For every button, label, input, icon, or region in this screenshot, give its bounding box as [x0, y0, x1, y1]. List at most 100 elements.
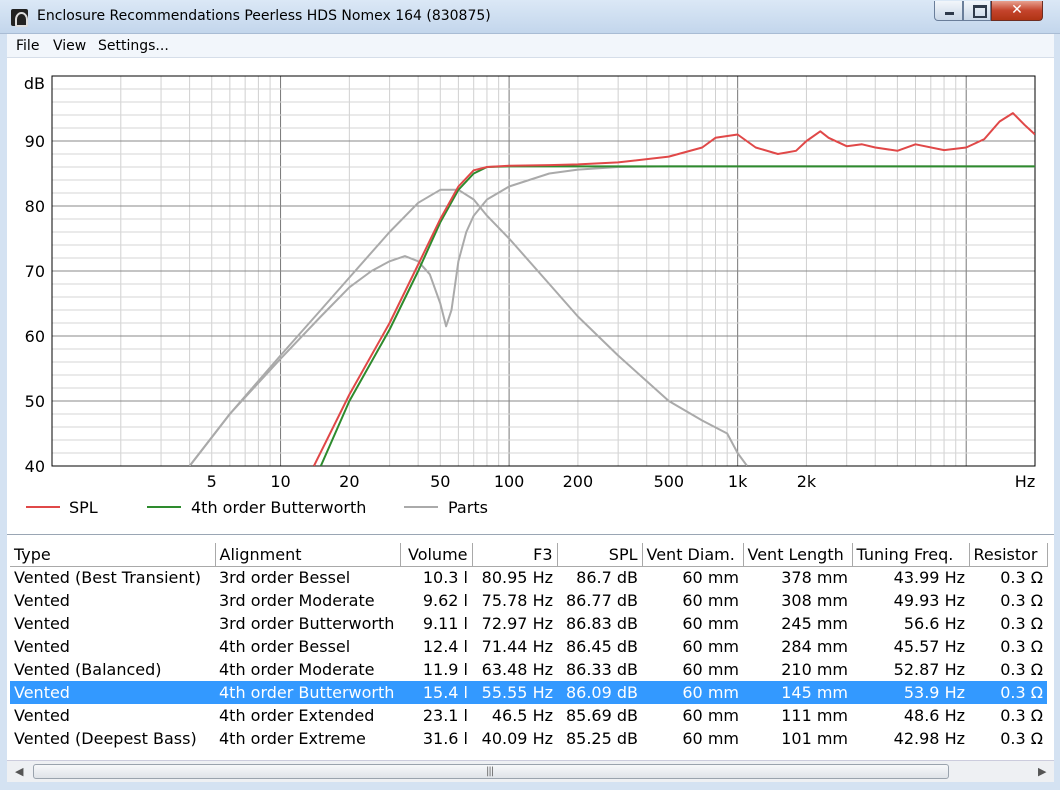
table-row[interactable]: Vented 4th order Butterworth 15.4 l 55.55 H…: [10, 681, 1047, 704]
table-cell: 4th order Extreme: [219, 729, 366, 748]
menu-view[interactable]: View: [53, 38, 87, 54]
table-cell: 10.3 l: [422, 568, 468, 588]
table-header-row: Type Alignment Volume F3 SPL Vent Diam. …: [10, 543, 1048, 567]
menu-bar: File View Settings...: [7, 34, 1054, 58]
legend-label-parts: Parts: [448, 498, 488, 517]
legend-swatch-butterworth: [147, 506, 181, 508]
y-tick-label: 70: [25, 262, 45, 281]
table-cell: 86.45 dB: [565, 637, 638, 656]
x-tick-label: 500: [654, 472, 685, 491]
x-tick-label: 5: [207, 472, 217, 491]
y-tick-label: 60: [25, 327, 45, 346]
close-icon: ✕: [1011, 2, 1023, 18]
x-tick-label: 10: [270, 472, 290, 491]
table-row[interactable]: Vented 3rd order Butterworth 9.11 l 72.97 H…: [10, 612, 1047, 635]
table-cell: 0.3 Ω: [1000, 637, 1043, 656]
maximize-button[interactable]: [963, 1, 991, 21]
table-cell: Vented: [14, 637, 70, 656]
table-cell: 31.6 l: [422, 729, 468, 748]
table-cell: 60 mm: [682, 591, 739, 610]
scroll-right-arrow-icon[interactable]: ▶: [1038, 765, 1047, 778]
table-cell: Vented (Best Transient): [14, 568, 202, 588]
table-cell: Vented: [14, 706, 70, 725]
x-tick-label: 1k: [728, 472, 748, 491]
col-header-spl[interactable]: SPL: [557, 543, 643, 567]
col-header-vent-length[interactable]: Vent Length: [743, 543, 853, 567]
table-cell: 60 mm: [682, 729, 739, 748]
table-cell: Vented (Deepest Bass): [14, 729, 197, 748]
table-cell: 0.3 Ω: [1000, 568, 1043, 588]
table-body: Vented (Best Transient) 3rd order Bessel 1…: [10, 566, 1047, 750]
x-tick-label: 2k: [797, 472, 817, 491]
scrollbar-thumb[interactable]: |||: [33, 764, 949, 779]
minimize-button[interactable]: [934, 1, 963, 21]
table-cell: 245 mm: [781, 614, 848, 633]
table-cell: 86.7 dB: [576, 568, 638, 588]
table-cell: 0.3 Ω: [1000, 591, 1043, 610]
table-cell: 11.9 l: [422, 660, 468, 679]
table-row[interactable]: Vented (Balanced) 4th order Moderate 11.9 …: [10, 658, 1047, 681]
speaker-app-icon: [11, 9, 28, 27]
table-cell: 12.4 l: [422, 637, 468, 656]
table-cell: 85.25 dB: [565, 729, 638, 748]
y-tick-label: 90: [25, 132, 45, 151]
table-row[interactable]: Vented 4th order Extended 23.1 l 46.5 Hz 85.…: [10, 704, 1047, 727]
table-row[interactable]: Vented (Deepest Bass) 4th order Extreme 31…: [10, 727, 1047, 750]
col-header-vent-diam[interactable]: Vent Diam.: [642, 543, 744, 567]
col-header-resistor[interactable]: Resistor: [969, 543, 1048, 567]
title-bar: Enclosure Recommendations Peerless HDS N…: [0, 0, 1060, 34]
table-cell: Vented: [14, 591, 70, 610]
col-header-type[interactable]: Type: [10, 543, 216, 567]
table-cell: 3rd order Moderate: [219, 591, 375, 610]
table-cell: 40.09 Hz: [481, 729, 553, 748]
scrollbar-grip-icon: |||: [486, 766, 494, 777]
y-tick-label: 80: [25, 197, 45, 216]
table-cell: 9.11 l: [422, 614, 468, 633]
table-cell: 0.3 Ω: [1000, 660, 1043, 679]
table-cell: 9.62 l: [422, 591, 468, 610]
table-cell: 0.3 Ω: [1000, 614, 1043, 633]
table-cell: 23.1 l: [422, 706, 468, 725]
table-cell: 46.5 Hz: [491, 706, 553, 725]
table-cell: 52.87 Hz: [893, 660, 965, 679]
table-cell: 0.3 Ω: [969, 681, 1047, 704]
col-header-tuning-freq[interactable]: Tuning Freq.: [852, 543, 970, 567]
series-line-4th-order-butterworth: [319, 165, 1035, 466]
table-cell: 0.3 Ω: [1000, 706, 1043, 725]
plot-frame: [51, 75, 1036, 467]
col-header-f3[interactable]: F3: [472, 543, 558, 567]
table-cell: 15.4 l: [400, 681, 472, 704]
series-line-parts: [188, 188, 748, 466]
close-button[interactable]: ✕: [991, 1, 1043, 21]
table-cell: 55.55 Hz: [472, 681, 557, 704]
horizontal-scrollbar[interactable]: ◀ ||| ▶: [7, 760, 1054, 782]
table-row[interactable]: Vented 4th order Bessel 12.4 l 71.44 Hz 86.4…: [10, 635, 1047, 658]
table-cell: 60 mm: [682, 568, 739, 588]
table-cell: 101 mm: [781, 729, 848, 748]
table-cell: 72.97 Hz: [481, 614, 553, 633]
table-row[interactable]: Vented (Best Transient) 3rd order Bessel 1…: [10, 566, 1047, 589]
table-row[interactable]: Vented 3rd order Moderate 9.62 l 75.78 Hz 86…: [10, 589, 1047, 612]
series-line-spl: [313, 112, 1035, 466]
col-header-alignment[interactable]: Alignment: [215, 543, 401, 567]
table-cell: 53.9 Hz: [852, 681, 969, 704]
menu-file[interactable]: File: [16, 38, 40, 54]
table-cell: 71.44 Hz: [481, 637, 553, 656]
col-header-volume[interactable]: Volume: [400, 543, 473, 567]
table-cell: 45.57 Hz: [893, 637, 965, 656]
table-cell: 63.48 Hz: [481, 660, 553, 679]
chart-svg: 40 50 60 70 80 90 dB 5 10 20 50 100 200 500 1k 2k Hz: [24, 74, 1036, 491]
menu-settings[interactable]: Settings...: [98, 38, 169, 54]
table-cell: 56.6 Hz: [903, 614, 965, 633]
legend-swatch-spl: [26, 506, 60, 508]
recommendations-grid[interactable]: Type Alignment Volume F3 SPL Vent Diam. …: [7, 534, 1054, 764]
table-cell: 86.83 dB: [565, 614, 638, 633]
table-cell: 60 mm: [682, 660, 739, 679]
x-tick-label: 20: [339, 472, 359, 491]
table-cell: 3rd order Bessel: [219, 568, 351, 588]
scroll-left-arrow-icon[interactable]: ◀: [15, 765, 24, 778]
table-cell: 60 mm: [682, 637, 739, 656]
table-cell: 3rd order Butterworth: [219, 614, 395, 633]
table-cell: 4th order Bessel: [219, 637, 351, 656]
table-cell: 0.3 Ω: [1000, 729, 1043, 748]
